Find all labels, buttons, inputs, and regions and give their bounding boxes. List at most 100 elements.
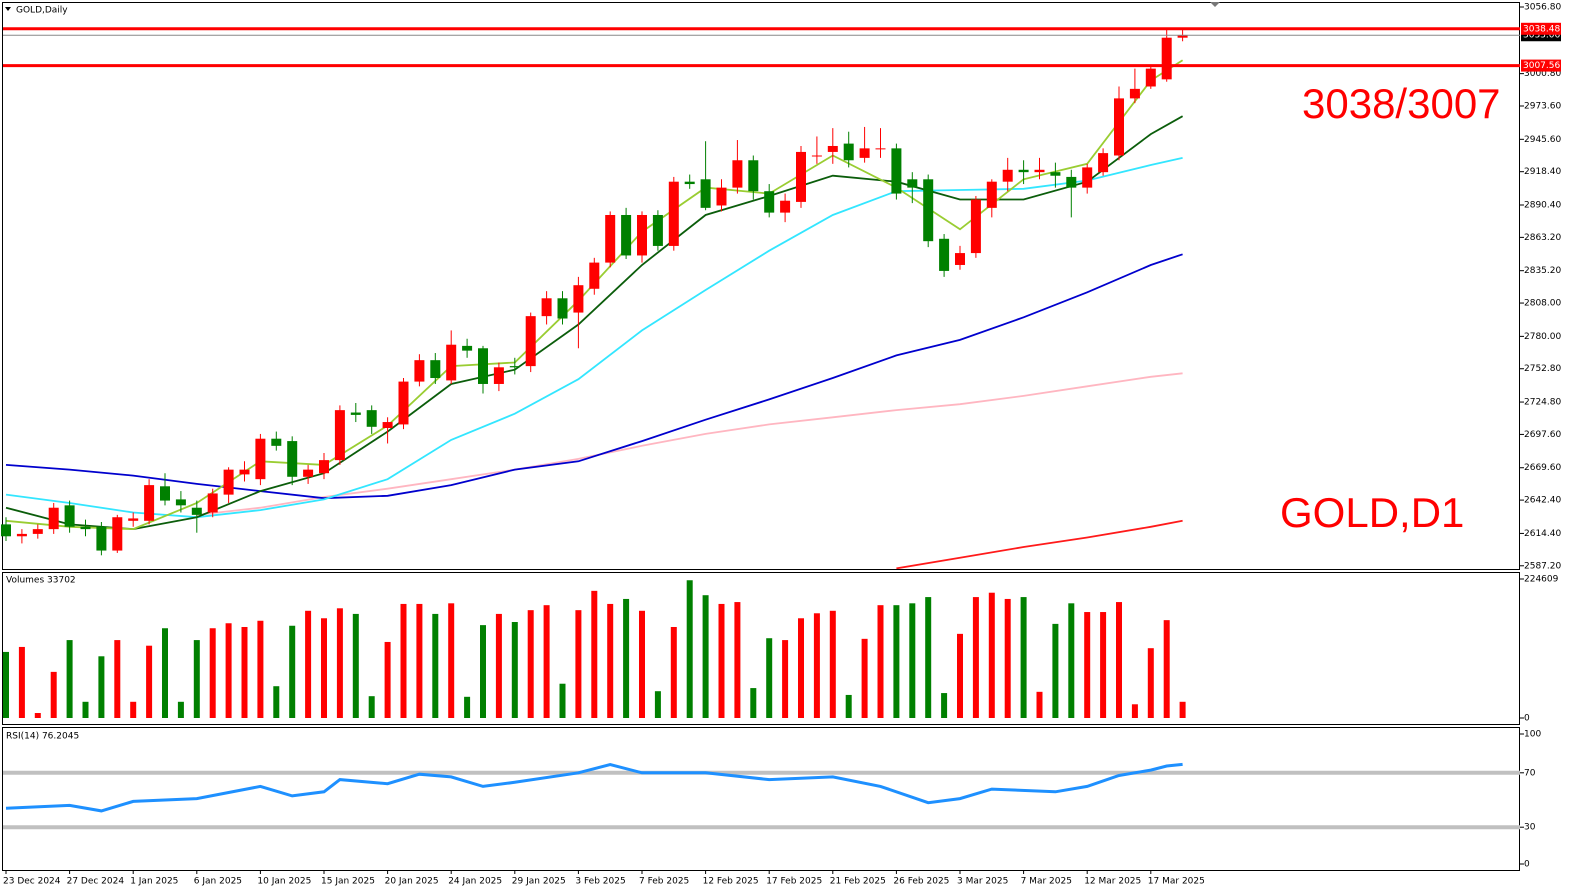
- x-tick-label: 3 Feb 2025: [575, 877, 625, 887]
- x-tick-label: 15 Jan 2025: [321, 877, 375, 887]
- x-tick-label: 7 Feb 2025: [639, 877, 689, 887]
- candle-body: [350, 412, 361, 415]
- candle-body: [589, 262, 600, 289]
- volume-bar: [98, 656, 105, 718]
- volume-bar: [432, 613, 439, 718]
- candle-body: [1145, 68, 1156, 87]
- volume-bar: [1004, 598, 1011, 718]
- volume-bar: [654, 691, 661, 718]
- volume-bar: [177, 701, 184, 718]
- volume-bar: [1131, 704, 1138, 718]
- candle-body: [827, 145, 838, 152]
- candle-body: [891, 148, 902, 194]
- candle-body: [16, 533, 27, 537]
- x-tick-label: 10 Jan 2025: [257, 877, 311, 887]
- price-panel: [2, 2, 1520, 570]
- volume-bar: [1116, 602, 1122, 718]
- candle-body: [525, 316, 536, 367]
- volume-bar: [1179, 701, 1186, 718]
- annotation: 3038/3007: [1302, 80, 1501, 127]
- candle-body: [700, 179, 711, 208]
- volume-bar: [925, 597, 932, 718]
- candle-body: [1177, 35, 1188, 38]
- y-tick-label: 2724.80: [1524, 398, 1561, 408]
- volume-bar: [782, 640, 789, 718]
- candle-body: [493, 367, 504, 384]
- y-tick-label: 2614.40: [1524, 529, 1561, 539]
- volume-bar: [209, 628, 216, 718]
- volume-bar: [750, 688, 757, 718]
- volume-bar: [639, 610, 645, 718]
- volume-bar: [384, 641, 391, 718]
- candle-body: [430, 360, 441, 379]
- level-box: [1521, 59, 1561, 72]
- candle-body: [478, 348, 488, 384]
- candle-body: [637, 214, 647, 256]
- volume-tick-label: 0: [1524, 714, 1530, 724]
- rsi-tick-label: 70: [1524, 768, 1536, 778]
- y-tick-label: 2642.40: [1524, 496, 1561, 506]
- candle-body: [32, 529, 43, 534]
- candle-body: [191, 507, 202, 515]
- volume-bar: [861, 638, 868, 718]
- volume-bar: [66, 640, 73, 718]
- candle-body: [446, 344, 457, 381]
- volume-bar: [305, 610, 312, 718]
- menu-arrow[interactable]: [5, 7, 11, 11]
- candle-body: [652, 214, 663, 246]
- candle-body: [80, 526, 91, 530]
- x-tick-label: 6 Jan 2025: [194, 877, 242, 887]
- volume-bar: [607, 603, 614, 718]
- candle-body: [414, 360, 425, 382]
- volume-bar: [1020, 597, 1027, 718]
- y-tick-label: 2835.20: [1524, 266, 1561, 276]
- candle-body: [64, 505, 75, 527]
- y-tick-label: 2973.60: [1524, 101, 1561, 111]
- shift-marker: [1210, 2, 1220, 7]
- candle-body: [398, 381, 409, 425]
- candle-body: [112, 517, 123, 551]
- candle-body: [207, 493, 218, 513]
- candle-body: [780, 200, 791, 213]
- candle-body: [334, 410, 345, 461]
- candle-body: [907, 179, 918, 188]
- moving-average: [5, 157, 1183, 519]
- x-tick-label: 21 Feb 2025: [830, 877, 886, 887]
- volume-bar: [225, 623, 232, 718]
- volume-bar: [543, 605, 550, 718]
- candle-body: [1034, 169, 1045, 173]
- volume-bar: [1052, 623, 1059, 718]
- x-tick-label: 17 Feb 2025: [766, 877, 822, 887]
- candle-body: [271, 438, 282, 446]
- volume-bar: [400, 603, 407, 718]
- candle-body: [382, 422, 393, 428]
- volume-bar: [1147, 648, 1154, 718]
- candle-body: [1161, 37, 1172, 80]
- x-tick-label: 1 Jan 2025: [130, 877, 178, 887]
- volume-bar: [34, 713, 41, 718]
- x-tick-label: 7 Mar 2025: [1021, 877, 1072, 887]
- volume-bar: [114, 640, 121, 718]
- rsi-panel: [2, 727, 1520, 871]
- volume-bar: [877, 605, 884, 718]
- volume-bar: [130, 701, 137, 718]
- candle-body: [748, 160, 759, 192]
- volume-title: Volumes 33702: [6, 576, 76, 586]
- candle-body: [1114, 98, 1124, 156]
- current-price-label: 3033.06: [1523, 31, 1560, 41]
- volume-bar: [416, 603, 423, 718]
- candle-body: [684, 181, 695, 185]
- volume-bar: [368, 696, 375, 718]
- moving-average: [5, 115, 1184, 531]
- candle-body: [144, 485, 155, 521]
- volume-bar: [591, 590, 598, 718]
- volume-bar: [480, 625, 486, 718]
- moving-average: [196, 372, 1183, 516]
- volume-bar: [3, 651, 9, 718]
- candle-body: [175, 499, 186, 506]
- candle-body: [239, 469, 250, 475]
- volume-bar: [146, 645, 153, 718]
- volume-bar: [718, 603, 725, 718]
- chart-title: GOLD,Daily: [16, 6, 68, 16]
